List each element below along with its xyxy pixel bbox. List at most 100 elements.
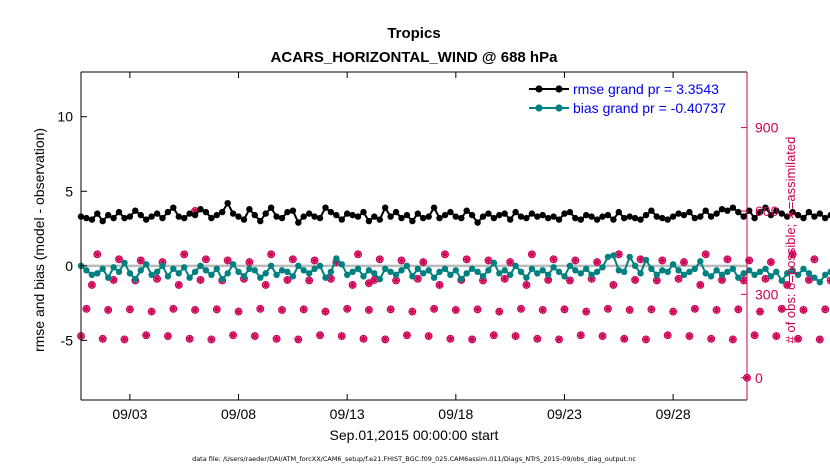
obs-possible-circle (756, 307, 764, 316)
obs-star-stroke (529, 251, 535, 258)
obs-marker (642, 335, 650, 344)
bias-point (143, 261, 150, 268)
obs-marker (750, 331, 759, 340)
bias-point (659, 267, 666, 274)
rmse-point (126, 213, 134, 220)
rmse-point (822, 214, 829, 222)
obs-possible-circle (272, 334, 281, 343)
obs-marker (517, 304, 525, 313)
bias-point (99, 265, 106, 272)
obs-marker (305, 276, 314, 285)
bias-point (425, 267, 432, 274)
bias-point (88, 271, 96, 278)
bias-point (566, 262, 574, 269)
obs-marker (392, 276, 401, 285)
obs-marker (446, 334, 455, 343)
bias-point (354, 265, 362, 272)
obs-possible-circle (821, 305, 830, 314)
rmse-point (273, 213, 280, 220)
obs-possible-circle (364, 279, 373, 288)
rmse-point (784, 213, 791, 220)
bias-point (517, 268, 525, 275)
bias-point (251, 267, 258, 274)
obs-star-stroke (746, 257, 753, 264)
bias-point (235, 268, 242, 275)
rmse-point (121, 214, 128, 222)
obs-possible-circle (250, 332, 259, 341)
rmse-point (224, 200, 231, 207)
rmse-point (637, 216, 644, 223)
rmse-point (599, 213, 606, 220)
obs-star-stroke (137, 257, 144, 264)
obs-marker (772, 332, 781, 341)
obs-marker (625, 305, 634, 314)
obs-marker (104, 305, 113, 314)
obs-possible-circle (734, 305, 743, 314)
bias-point (653, 271, 660, 278)
bias-point (648, 265, 655, 272)
obs-possible-circle (93, 250, 102, 259)
obs-possible-circle (571, 256, 580, 265)
obs-marker (810, 255, 819, 264)
obs-star-stroke (490, 332, 497, 339)
obs-marker (500, 274, 509, 283)
obs-star-stroke (751, 332, 758, 339)
bias-point (170, 265, 177, 272)
obs-star-stroke (414, 275, 421, 282)
rmse-point (463, 207, 470, 214)
x-tick-label: 09/08 (221, 406, 256, 422)
obs-possible-circle (201, 255, 210, 264)
rmse-point (262, 210, 269, 217)
rmse-point (691, 214, 698, 222)
obs-marker (381, 335, 390, 344)
obs-possible-circle (766, 258, 775, 267)
obs-star-stroke (708, 335, 715, 342)
obs-marker (359, 334, 368, 343)
obs-marker (120, 335, 129, 344)
legend-bias-marker (555, 104, 563, 112)
bias-point (224, 270, 231, 277)
legend-bias-marker (535, 104, 543, 112)
obs-star-stroke (143, 332, 150, 339)
obs-possible-circle (565, 276, 574, 285)
rmse-point (344, 210, 351, 217)
obs-marker (402, 331, 411, 340)
rmse-point (257, 217, 264, 225)
obs-marker (386, 305, 395, 314)
chart-subtitle: ACARS_HORIZONTAL_WIND @ 688 hPa (271, 49, 559, 66)
y-tick-label: 10 (57, 109, 73, 125)
rmse-point (512, 208, 519, 216)
obs-possible-circle (777, 304, 786, 313)
rmse-point (365, 217, 373, 225)
x-tick-label: 09/03 (112, 406, 147, 422)
obs-star-stroke (534, 335, 541, 342)
obs-possible-circle (603, 304, 612, 313)
rmse-point (816, 210, 823, 217)
rmse-point (713, 210, 720, 217)
bias-point (121, 259, 128, 266)
obs-possible-circle (690, 304, 699, 313)
obs-star-stroke (203, 256, 209, 263)
obs-star-stroke (436, 282, 443, 288)
rmse-point (718, 206, 726, 213)
obs-star-stroke (670, 308, 676, 315)
rmse-point (458, 214, 465, 222)
obs-star-stroke (447, 335, 454, 342)
obs-star-stroke (366, 307, 372, 313)
obs-marker (565, 276, 574, 285)
bias-point (746, 267, 753, 274)
bias-point (300, 267, 307, 274)
rmse-point (387, 213, 394, 220)
rmse-point (327, 208, 335, 216)
bias-point (219, 276, 226, 283)
bias-point (333, 255, 340, 262)
obs-possible-circle (522, 280, 531, 289)
bias-point (675, 267, 682, 274)
bias-point (490, 259, 498, 266)
rmse-point (447, 208, 454, 216)
y-tick-label: 0 (65, 258, 73, 274)
obs-possible-circle (364, 305, 373, 314)
obs-star-stroke (567, 277, 573, 284)
obs-possible-circle (207, 335, 216, 344)
rmse-point (664, 216, 671, 223)
